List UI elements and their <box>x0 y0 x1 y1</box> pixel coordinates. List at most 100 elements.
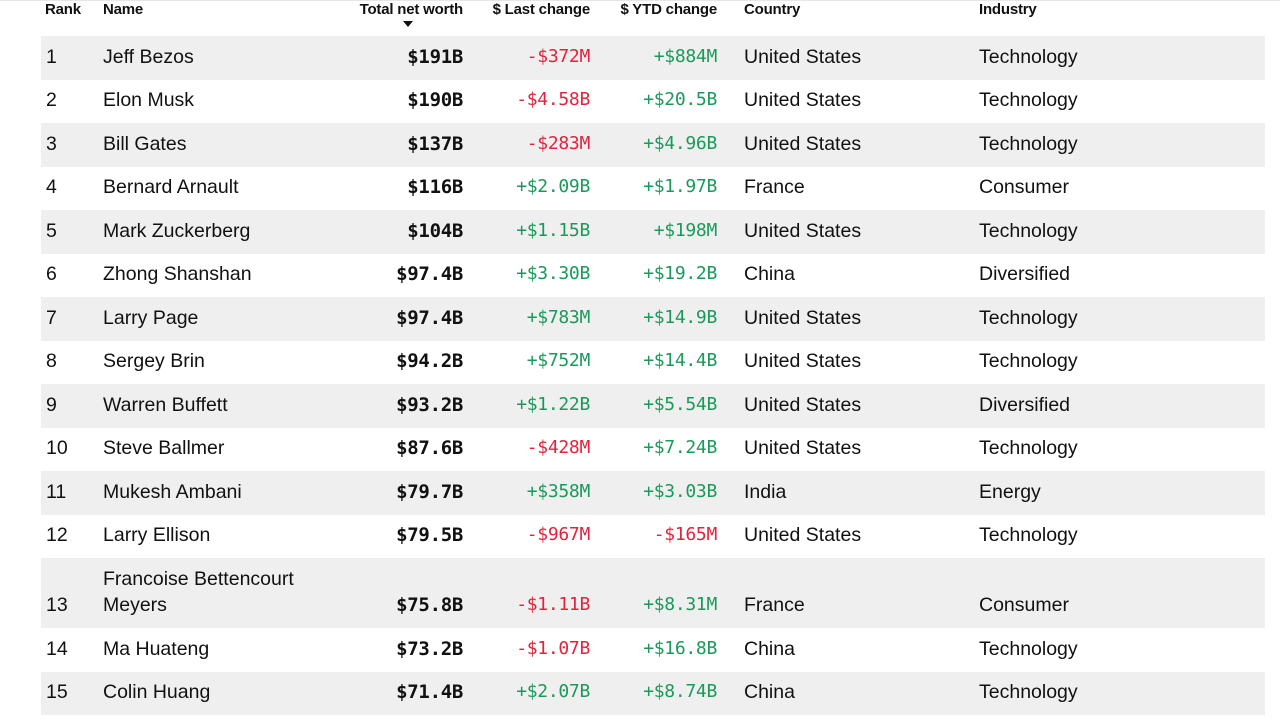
table-row[interactable]: 15 Colin Huang $71.4B +$2.07B +$8.74B China Te… <box>41 671 1265 715</box>
industry-cell: Technology <box>979 89 1078 111</box>
column-header-last-change[interactable]: $ Last change <box>492 1 591 18</box>
country-cell: France <box>744 594 805 616</box>
table-row[interactable]: 5 Mark Zuckerberg $104B +$1.15B +$198M United… <box>41 210 1265 254</box>
name-cell[interactable]: Ma Huateng <box>103 637 210 660</box>
net-worth-cell: $79.5B <box>396 524 463 546</box>
net-worth-cell: $75.8B <box>396 594 463 616</box>
table-row[interactable]: 4 Bernard Arnault $116B +$2.09B +$1.97B Franc… <box>41 167 1265 211</box>
rank-cell: 10 <box>46 437 68 459</box>
billionaires-table: Rank Name Total net worth $ Last change … <box>41 0 1265 715</box>
rank-cell: 8 <box>46 350 57 372</box>
name-cell[interactable]: Zhong Shanshan <box>103 263 252 285</box>
table-row[interactable]: 1 Jeff Bezos $191B -$372M +$884M United State… <box>41 36 1265 80</box>
rank-cell: 15 <box>46 681 68 703</box>
net-worth-cell: $116B <box>407 176 463 198</box>
rank-cell: 4 <box>46 176 57 198</box>
name-cell[interactable]: Mukesh Ambani <box>103 480 242 503</box>
rank-cell: 1 <box>46 45 57 68</box>
rank-cell: 11 <box>46 480 67 503</box>
net-worth-cell: $97.4B <box>396 306 463 329</box>
industry-cell: Consumer <box>979 594 1069 616</box>
name-cell[interactable]: Larry Ellison <box>103 524 211 546</box>
table-header: Rank Name Total net worth $ Last change … <box>41 0 1265 36</box>
ytd-change-cell: +$14.4B <box>643 350 717 371</box>
industry-cell: Technology <box>979 437 1078 459</box>
industry-cell: Consumer <box>979 176 1069 198</box>
rank-cell: 6 <box>46 263 57 285</box>
column-header-rank[interactable]: Rank <box>45 1 81 18</box>
industry-cell: Technology <box>979 681 1078 703</box>
country-cell: France <box>744 176 805 198</box>
country-cell: United States <box>744 393 862 416</box>
last-change-cell: -$4.58B <box>516 89 590 110</box>
table-row[interactable]: 7 Larry Page $97.4B +$783M +$14.9B United Sta… <box>41 297 1265 341</box>
net-worth-cell: $87.6B <box>396 437 463 459</box>
table-row[interactable]: 14 Ma Huateng $73.2B -$1.07B +$16.8B China Tec… <box>41 628 1265 672</box>
name-cell[interactable]: Francoise Bettencourt Meyers <box>103 568 294 616</box>
last-change-cell: +$752M <box>526 350 591 371</box>
ytd-change-cell: +$19.2B <box>643 263 717 284</box>
ytd-change-cell: +$16.8B <box>643 637 717 659</box>
ytd-change-cell: +$7.24B <box>643 437 717 458</box>
table-row[interactable]: 2 Elon Musk $190B -$4.58B +$20.5B United Stat… <box>41 80 1265 124</box>
table-row[interactable]: 3 Bill Gates $137B -$283M +$4.96B United Stat… <box>41 123 1265 167</box>
rank-cell: 7 <box>46 306 57 329</box>
industry-cell: Diversified <box>979 263 1071 285</box>
last-change-cell: +$358M <box>526 480 591 502</box>
last-change-cell: -$283M <box>526 132 591 154</box>
rank-cell: 9 <box>46 393 57 416</box>
name-cell[interactable]: Jeff Bezos <box>103 45 194 68</box>
country-cell: United States <box>744 524 862 546</box>
rank-cell: 2 <box>46 89 57 111</box>
last-change-cell: -$372M <box>526 45 591 67</box>
ytd-change-cell: -$165M <box>653 524 718 545</box>
last-change-cell: +$2.09B <box>516 176 590 197</box>
last-change-cell: +$1.15B <box>516 219 590 241</box>
industry-cell: Technology <box>979 306 1078 329</box>
net-worth-cell: $93.2B <box>396 393 463 416</box>
net-worth-cell: $73.2B <box>396 637 463 660</box>
industry-cell: Technology <box>979 637 1078 660</box>
ytd-change-cell: +$8.74B <box>643 681 717 702</box>
table-row[interactable]: 13 Francoise Bettencourt Meyers $75.8B -$1.… <box>41 558 1265 628</box>
rank-cell: 3 <box>46 132 57 155</box>
last-change-cell: -$1.11B <box>516 594 590 615</box>
name-cell[interactable]: Elon Musk <box>103 89 195 111</box>
rank-cell: 12 <box>46 524 68 546</box>
name-cell[interactable]: Bernard Arnault <box>103 176 239 198</box>
ytd-change-cell: +$14.9B <box>643 306 717 328</box>
net-worth-cell: $94.2B <box>396 350 463 372</box>
country-cell: India <box>744 480 787 503</box>
column-header-name[interactable]: Name <box>103 1 144 18</box>
name-cell[interactable]: Colin Huang <box>103 681 211 703</box>
table-row[interactable]: 11 Mukesh Ambani $79.7B +$358M +$3.03B India E… <box>41 471 1265 515</box>
column-header-net-worth[interactable]: Total net worth <box>359 1 464 18</box>
ytd-change-cell: +$1.97B <box>643 176 717 197</box>
column-header-industry[interactable]: Industry <box>979 1 1037 18</box>
name-cell[interactable]: Bill Gates <box>103 132 187 155</box>
table-row[interactable]: 9 Warren Buffett $93.2B +$1.22B +$5.54B Unite… <box>41 384 1265 428</box>
country-cell: United States <box>744 306 862 329</box>
ytd-change-cell: +$198M <box>653 219 718 241</box>
last-change-cell: +$783M <box>526 306 591 328</box>
name-cell[interactable]: Sergey Brin <box>103 350 205 372</box>
table-row[interactable]: 6 Zhong Shanshan $97.4B +$3.30B +$19.2B China… <box>41 254 1265 298</box>
rank-cell: 5 <box>46 219 57 242</box>
column-header-ytd-change[interactable]: $ YTD change <box>620 1 717 18</box>
column-header-country[interactable]: Country <box>744 1 801 18</box>
table-body: 1 Jeff Bezos $191B -$372M +$884M United State… <box>41 36 1265 715</box>
name-cell[interactable]: Warren Buffett <box>103 393 228 416</box>
ytd-change-cell: +$884M <box>653 45 718 67</box>
table-row[interactable]: 12 Larry Ellison $79.5B -$967M -$165M United … <box>41 515 1265 559</box>
name-cell[interactable]: Mark Zuckerberg <box>103 219 251 242</box>
country-cell: United States <box>744 219 862 242</box>
net-worth-cell: $104B <box>407 219 463 242</box>
country-cell: United States <box>744 45 862 68</box>
sort-descending-icon[interactable] <box>403 21 413 27</box>
table-row[interactable]: 8 Sergey Brin $94.2B +$752M +$14.4B United St… <box>41 341 1265 385</box>
name-cell[interactable]: Steve Ballmer <box>103 437 225 459</box>
country-cell: United States <box>744 89 862 111</box>
industry-cell: Diversified <box>979 393 1071 416</box>
name-cell[interactable]: Larry Page <box>103 306 199 329</box>
table-row[interactable]: 10 Steve Ballmer $87.6B -$428M +$7.24B United… <box>41 428 1265 472</box>
